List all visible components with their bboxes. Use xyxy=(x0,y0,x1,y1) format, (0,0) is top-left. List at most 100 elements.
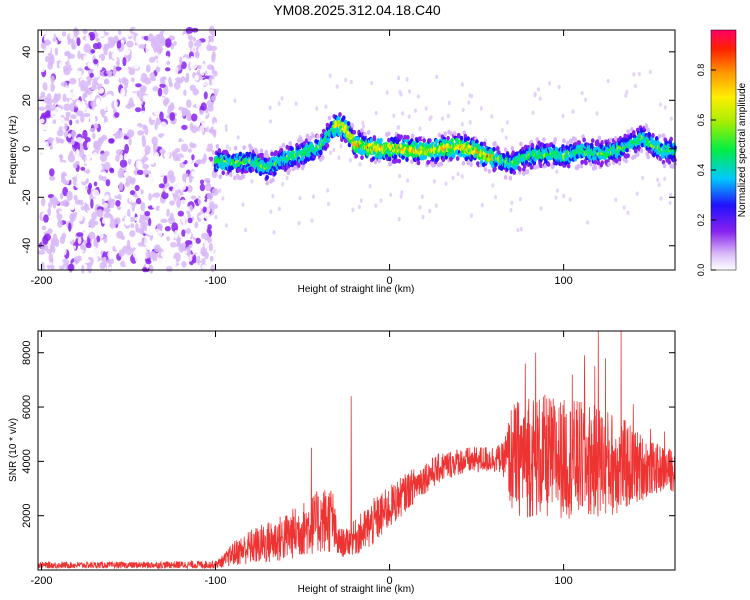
noise-point xyxy=(119,154,124,161)
signal-point xyxy=(327,115,332,121)
noise-point xyxy=(120,87,126,98)
signal-point xyxy=(577,140,582,146)
signal-point xyxy=(221,170,225,176)
noise-point xyxy=(186,255,193,262)
signal-point xyxy=(562,138,566,144)
signal-point xyxy=(293,160,297,165)
faint-point xyxy=(460,122,464,127)
noise-point xyxy=(164,187,170,194)
noise-point xyxy=(175,164,180,171)
signal-point xyxy=(443,131,448,137)
noise-point xyxy=(90,198,94,209)
signal-point xyxy=(439,161,444,167)
signal-point xyxy=(346,121,351,126)
noise-point xyxy=(142,163,150,170)
noise-point xyxy=(119,103,126,108)
signal-point xyxy=(482,141,487,147)
signal-point xyxy=(350,123,355,128)
noise-point xyxy=(206,207,211,213)
noise-point xyxy=(131,143,136,151)
noise-point xyxy=(160,251,168,258)
noise-point xyxy=(110,198,115,203)
noise-point xyxy=(77,237,82,245)
signal-point xyxy=(259,148,264,154)
noise-point xyxy=(190,143,197,149)
faint-point xyxy=(389,192,393,197)
faint-point xyxy=(277,206,281,211)
signal-point xyxy=(626,153,630,159)
noise-point xyxy=(44,39,51,46)
noise-point xyxy=(153,244,161,253)
noise-point xyxy=(150,181,158,186)
noise-point xyxy=(80,166,86,171)
noise-point xyxy=(124,98,128,107)
noise-point xyxy=(118,167,125,176)
signal-point xyxy=(270,151,274,157)
faint-point xyxy=(335,84,339,89)
noise-point xyxy=(200,69,205,76)
top-y-axis-title: Frequency (Hz) xyxy=(8,116,19,185)
noise-point xyxy=(141,110,146,116)
noise-point xyxy=(101,218,107,224)
noise-point xyxy=(211,78,217,86)
noise-point xyxy=(93,58,99,65)
faint-point xyxy=(571,109,575,114)
faint-point xyxy=(370,80,374,86)
signal-point xyxy=(254,149,259,155)
x-tick-label: -100 xyxy=(205,575,227,587)
noise-point xyxy=(146,105,152,114)
noise-point xyxy=(48,53,55,61)
noise-point xyxy=(194,74,199,81)
noise-point xyxy=(90,49,96,54)
signal-point xyxy=(251,167,255,172)
noise-point xyxy=(206,192,214,200)
noise-point xyxy=(107,36,114,41)
noise-point xyxy=(175,167,181,178)
signal-point xyxy=(449,131,453,136)
noise-point xyxy=(132,94,137,103)
faint-point xyxy=(272,230,276,235)
noise-point xyxy=(95,37,100,42)
faint-point xyxy=(349,79,353,85)
noise-point xyxy=(213,70,218,77)
signal-point xyxy=(593,165,598,170)
faint-point xyxy=(312,194,315,199)
noise-point xyxy=(139,183,145,191)
snr-panel: -200 -100 0 100 2000 4000 6000 8000 Height of … xyxy=(8,330,676,595)
noise-point xyxy=(63,103,71,111)
signal-point xyxy=(360,155,364,161)
noise-point xyxy=(51,209,56,216)
faint-point xyxy=(359,198,363,203)
noise-point xyxy=(86,141,91,149)
faint-point xyxy=(626,210,630,215)
noise-point xyxy=(144,210,151,217)
faint-point xyxy=(214,215,218,220)
signal-point xyxy=(305,133,310,139)
noise-point xyxy=(103,115,108,124)
signal-point xyxy=(403,134,407,140)
signal-point xyxy=(263,163,268,169)
signal-point xyxy=(405,157,409,162)
signal-point xyxy=(497,150,501,156)
y-tick-label: 40 xyxy=(21,46,33,58)
noise-point xyxy=(148,192,152,201)
noise-point xyxy=(131,202,135,212)
signal-point xyxy=(609,137,613,143)
signal-point xyxy=(426,160,430,165)
noise-point xyxy=(98,57,102,67)
noise-point xyxy=(103,43,111,50)
noise-point xyxy=(121,245,130,254)
noise-point xyxy=(44,34,49,40)
noise-point xyxy=(61,165,69,172)
signal-point xyxy=(369,138,374,143)
noise-point xyxy=(105,206,110,214)
noise-point xyxy=(207,224,212,230)
noise-point xyxy=(143,77,152,85)
noise-point xyxy=(170,43,174,50)
noise-point xyxy=(181,229,186,237)
signal-point xyxy=(258,171,263,177)
signal-point xyxy=(387,131,391,137)
noise-point xyxy=(207,55,212,61)
noise-point xyxy=(204,211,210,220)
